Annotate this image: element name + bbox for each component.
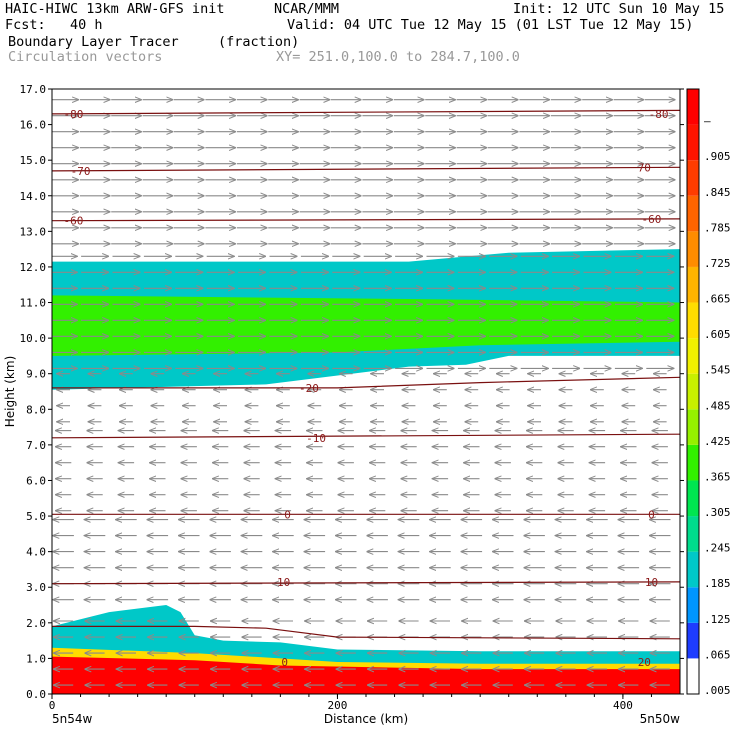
contour-label: -10: [306, 432, 326, 445]
colorbar-label: .425: [704, 435, 731, 448]
colorbar-swatch: [687, 622, 699, 659]
y-tick-label: 13.0: [20, 225, 47, 238]
y-tick-label: 1.0: [26, 652, 46, 665]
x-tick-label: 400: [613, 699, 633, 712]
contour-label: -80: [649, 108, 669, 121]
contour-label: 10: [645, 576, 658, 589]
colorbar-label: .005: [704, 684, 731, 697]
contour-label: 20: [638, 656, 651, 669]
init-time: Init: 12 UTC Sun 10 May 15: [513, 1, 725, 17]
colorbar-label: –: [704, 115, 711, 128]
y-tick-label: 9.0: [26, 368, 46, 381]
org-label: NCAR/MMM: [274, 1, 340, 17]
axes: 0.0 1.0 2.0 3.0 4.0 5.0 6.0 7.0 8.0 9.0 10.0 11.0 12…: [3, 83, 684, 726]
colorbar-swatch: [687, 160, 699, 196]
temperature-contours: [52, 109, 680, 640]
contour-label: 70: [638, 161, 651, 174]
valid-time: Valid: 04 UTC Tue 12 May 15 (01 LST Tue …: [287, 17, 694, 33]
y-tick-label: 12.0: [20, 261, 47, 274]
colorbar-swatch: [687, 231, 699, 267]
tracer-layer-upper-1: [52, 295, 680, 356]
y-tick-label: 10.0: [20, 332, 47, 345]
colorbar-swatch: [687, 338, 699, 374]
y-tick-label: 2.0: [26, 617, 46, 630]
contour-labels: -80 -80 -70 70 -60 -60 -20 -10 0 0 -10 10 20 0: [63, 108, 668, 669]
colorbar-label: .245: [704, 542, 731, 555]
y-tick-label: 11.0: [20, 297, 47, 310]
colorbar: .005 .065 .125 .185 .245 .305 .365 .425 .485 .545…: [686, 88, 731, 697]
x-tick-label: 200: [328, 699, 348, 712]
colorbar-label: .185: [704, 577, 731, 590]
contour--60: [52, 218, 680, 222]
x-right-endpoint: 5n50w: [640, 712, 681, 726]
colorbar-swatch: [687, 89, 699, 125]
contour-label: -60: [63, 215, 83, 228]
colorbar-frame: [686, 88, 700, 695]
colorbar-swatch: [687, 266, 699, 303]
contour-10: [52, 581, 680, 585]
y-tick-label: 5.0: [26, 510, 46, 523]
contour--20: [52, 376, 680, 389]
colorbar-swatch: [687, 409, 699, 445]
colorbar-label: .125: [704, 613, 731, 626]
colorbar-swatch: [687, 373, 699, 410]
contour--70: [52, 166, 680, 172]
colorbar-label: .365: [704, 470, 731, 483]
colorbar-label: .065: [704, 648, 731, 661]
y-tick-label: 0.0: [26, 688, 46, 701]
model-title: HAIC-HIWC 13km ARW-GFS init: [5, 1, 225, 17]
colorbar-label: .485: [704, 399, 731, 412]
tracer-fill-layer: [52, 249, 680, 694]
vector-field-name: Circulation vectors: [8, 49, 163, 65]
colorbar-swatch: [687, 658, 699, 694]
y-tick-label: 3.0: [26, 581, 46, 594]
x-tick-label: 0: [49, 699, 56, 712]
colorbar-swatch: [687, 516, 699, 552]
y-tick-label: 16.0: [20, 119, 47, 132]
colorbar-label: .785: [704, 221, 731, 234]
contour-label: -80: [63, 108, 83, 121]
contour-20: [52, 625, 680, 640]
field-units: (fraction): [218, 34, 300, 50]
colorbar-swatch: [687, 480, 699, 517]
colorbar-label: .665: [704, 293, 731, 306]
y-axis-label: Height (km): [3, 356, 17, 427]
colorbar-swatch: [687, 587, 699, 623]
y-tick-label: 8.0: [26, 403, 46, 416]
colorbar-label: .605: [704, 328, 731, 341]
colorbar-swatch: [687, 551, 699, 588]
colorbar-swatch: [687, 124, 699, 161]
y-tick-label: 4.0: [26, 546, 46, 559]
colorbar-label: .725: [704, 257, 731, 270]
forecast-hour: Fcst: 40 h: [5, 17, 103, 33]
contour-label: -10: [270, 576, 290, 589]
y-tick-label: 17.0: [20, 83, 47, 96]
y-tick-label: 14.0: [20, 190, 47, 203]
colorbar-label: .545: [704, 364, 731, 377]
contour-label: -20: [299, 382, 319, 395]
colorbar-swatch: [687, 195, 699, 232]
colorbar-swatch: [687, 444, 699, 481]
y-tick-label: 6.0: [26, 474, 46, 487]
contour-label: -70: [71, 165, 91, 178]
cross-section-endpoints: XY= 251.0,100.0 to 284.7,100.0: [276, 49, 520, 65]
y-tick-label: 7.0: [26, 439, 46, 452]
contour-label: 0: [281, 656, 288, 669]
contour-label: 0: [284, 508, 291, 521]
contour--10: [52, 433, 680, 439]
colorbar-label: .845: [704, 186, 731, 199]
colorbar-label: .305: [704, 506, 731, 519]
colorbar-swatch: [687, 302, 699, 339]
y-tick-label: 15.0: [20, 154, 47, 167]
contour--80: [52, 109, 680, 115]
field-name: Boundary Layer Tracer: [8, 34, 179, 50]
x-left-endpoint: 5n54w: [52, 712, 93, 726]
x-axis-label: Distance (km): [324, 712, 408, 726]
contour-label: 0: [648, 508, 655, 521]
colorbar-label: .905: [704, 150, 731, 163]
tracer-layer-boundary-4: [52, 656, 680, 694]
circulation-vectors: [52, 100, 675, 685]
contour-label: -60: [642, 213, 662, 226]
